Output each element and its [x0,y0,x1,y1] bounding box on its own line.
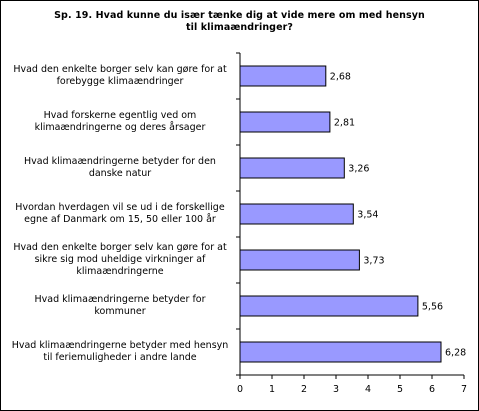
x-tick-label-1: 1 [269,384,275,395]
value-label-5: 3,73 [363,256,384,267]
bar-4 [239,203,354,225]
category-label-5-line-3: klimaændringerne [76,266,164,277]
category-label-5-line-1: Hvad den enkelte borger selv kan gøre fo… [13,242,227,253]
chart-title-line-1: Sp. 19. Hvad kunne du især tænke dig at … [54,10,425,21]
category-label-3: Hvad klimaændringerne betyder for den dan… [4,156,236,180]
value-label-6: 5,56 [422,302,443,313]
value-label-3: 3,26 [348,164,369,175]
chart-title-line-2: til klimaændringer? [185,22,294,33]
x-tick-label-4: 4 [365,384,371,395]
x-tick-label-6: 6 [429,384,435,395]
value-label-1: 2,68 [330,72,351,83]
category-label-4-line-1: Hvordan hverdagen vil se ud i de forskel… [15,202,225,213]
category-label-2: Hvad forskerne egentlig ved om klimaændri… [4,110,236,134]
category-label-1-line-2: forebygge klimaændringer [56,76,184,87]
category-label-3-line-2: danske natur [88,168,152,179]
category-label-5-line-2: sikre sig mod uheldige virkninger af [34,254,206,265]
category-label-7-line-2: til feriemuligheder i andre lande [43,352,197,363]
value-label-2: 2,81 [334,118,355,129]
value-label-7: 6,28 [445,348,466,359]
category-label-4: Hvordan hverdagen vil se ud i de forskel… [4,202,236,226]
category-label-7: Hvad klimaændringerne betyder med hensyn… [4,340,236,364]
category-label-2-line-2: klimaændringerne og deres årsager [34,122,206,133]
bar-3 [239,157,345,179]
category-label-6: Hvad klimaændringerne betyder for kommune… [4,294,236,318]
category-label-4-line-2: egne af Danmark om 15, 50 eller 100 år [24,214,216,225]
category-label-6-line-1: Hvad klimaændringerne betyder for [34,294,206,305]
x-tick-label-2: 2 [301,384,307,395]
bar-2 [239,111,331,133]
category-label-1: Hvad den enkelte borger selv kan gøre fo… [4,64,236,88]
x-tick-label-7: 7 [461,384,467,395]
bar-1 [239,65,327,87]
x-tick-label-3: 3 [333,384,339,395]
bar-5 [239,249,360,271]
category-label-5: Hvad den enkelte borger selv kan gøre fo… [4,242,236,278]
bar-6 [239,295,419,317]
category-label-3-line-1: Hvad klimaændringerne betyder for den [24,156,216,167]
category-label-6-line-2: kommuner [94,306,146,317]
category-label-2-line-1: Hvad forskerne egentlig ved om [43,110,197,121]
category-label-1-line-1: Hvad den enkelte borger selv kan gøre fo… [13,64,227,75]
x-tick-label-0: 0 [237,384,243,395]
x-tick-label-5: 5 [397,384,403,395]
bar-7 [239,341,442,363]
chart-title: Sp. 19. Hvad kunne du især tænke dig at … [0,10,479,34]
value-label-4: 3,54 [357,210,378,221]
category-label-7-line-1: Hvad klimaændringerne betyder med hensyn [11,340,229,351]
